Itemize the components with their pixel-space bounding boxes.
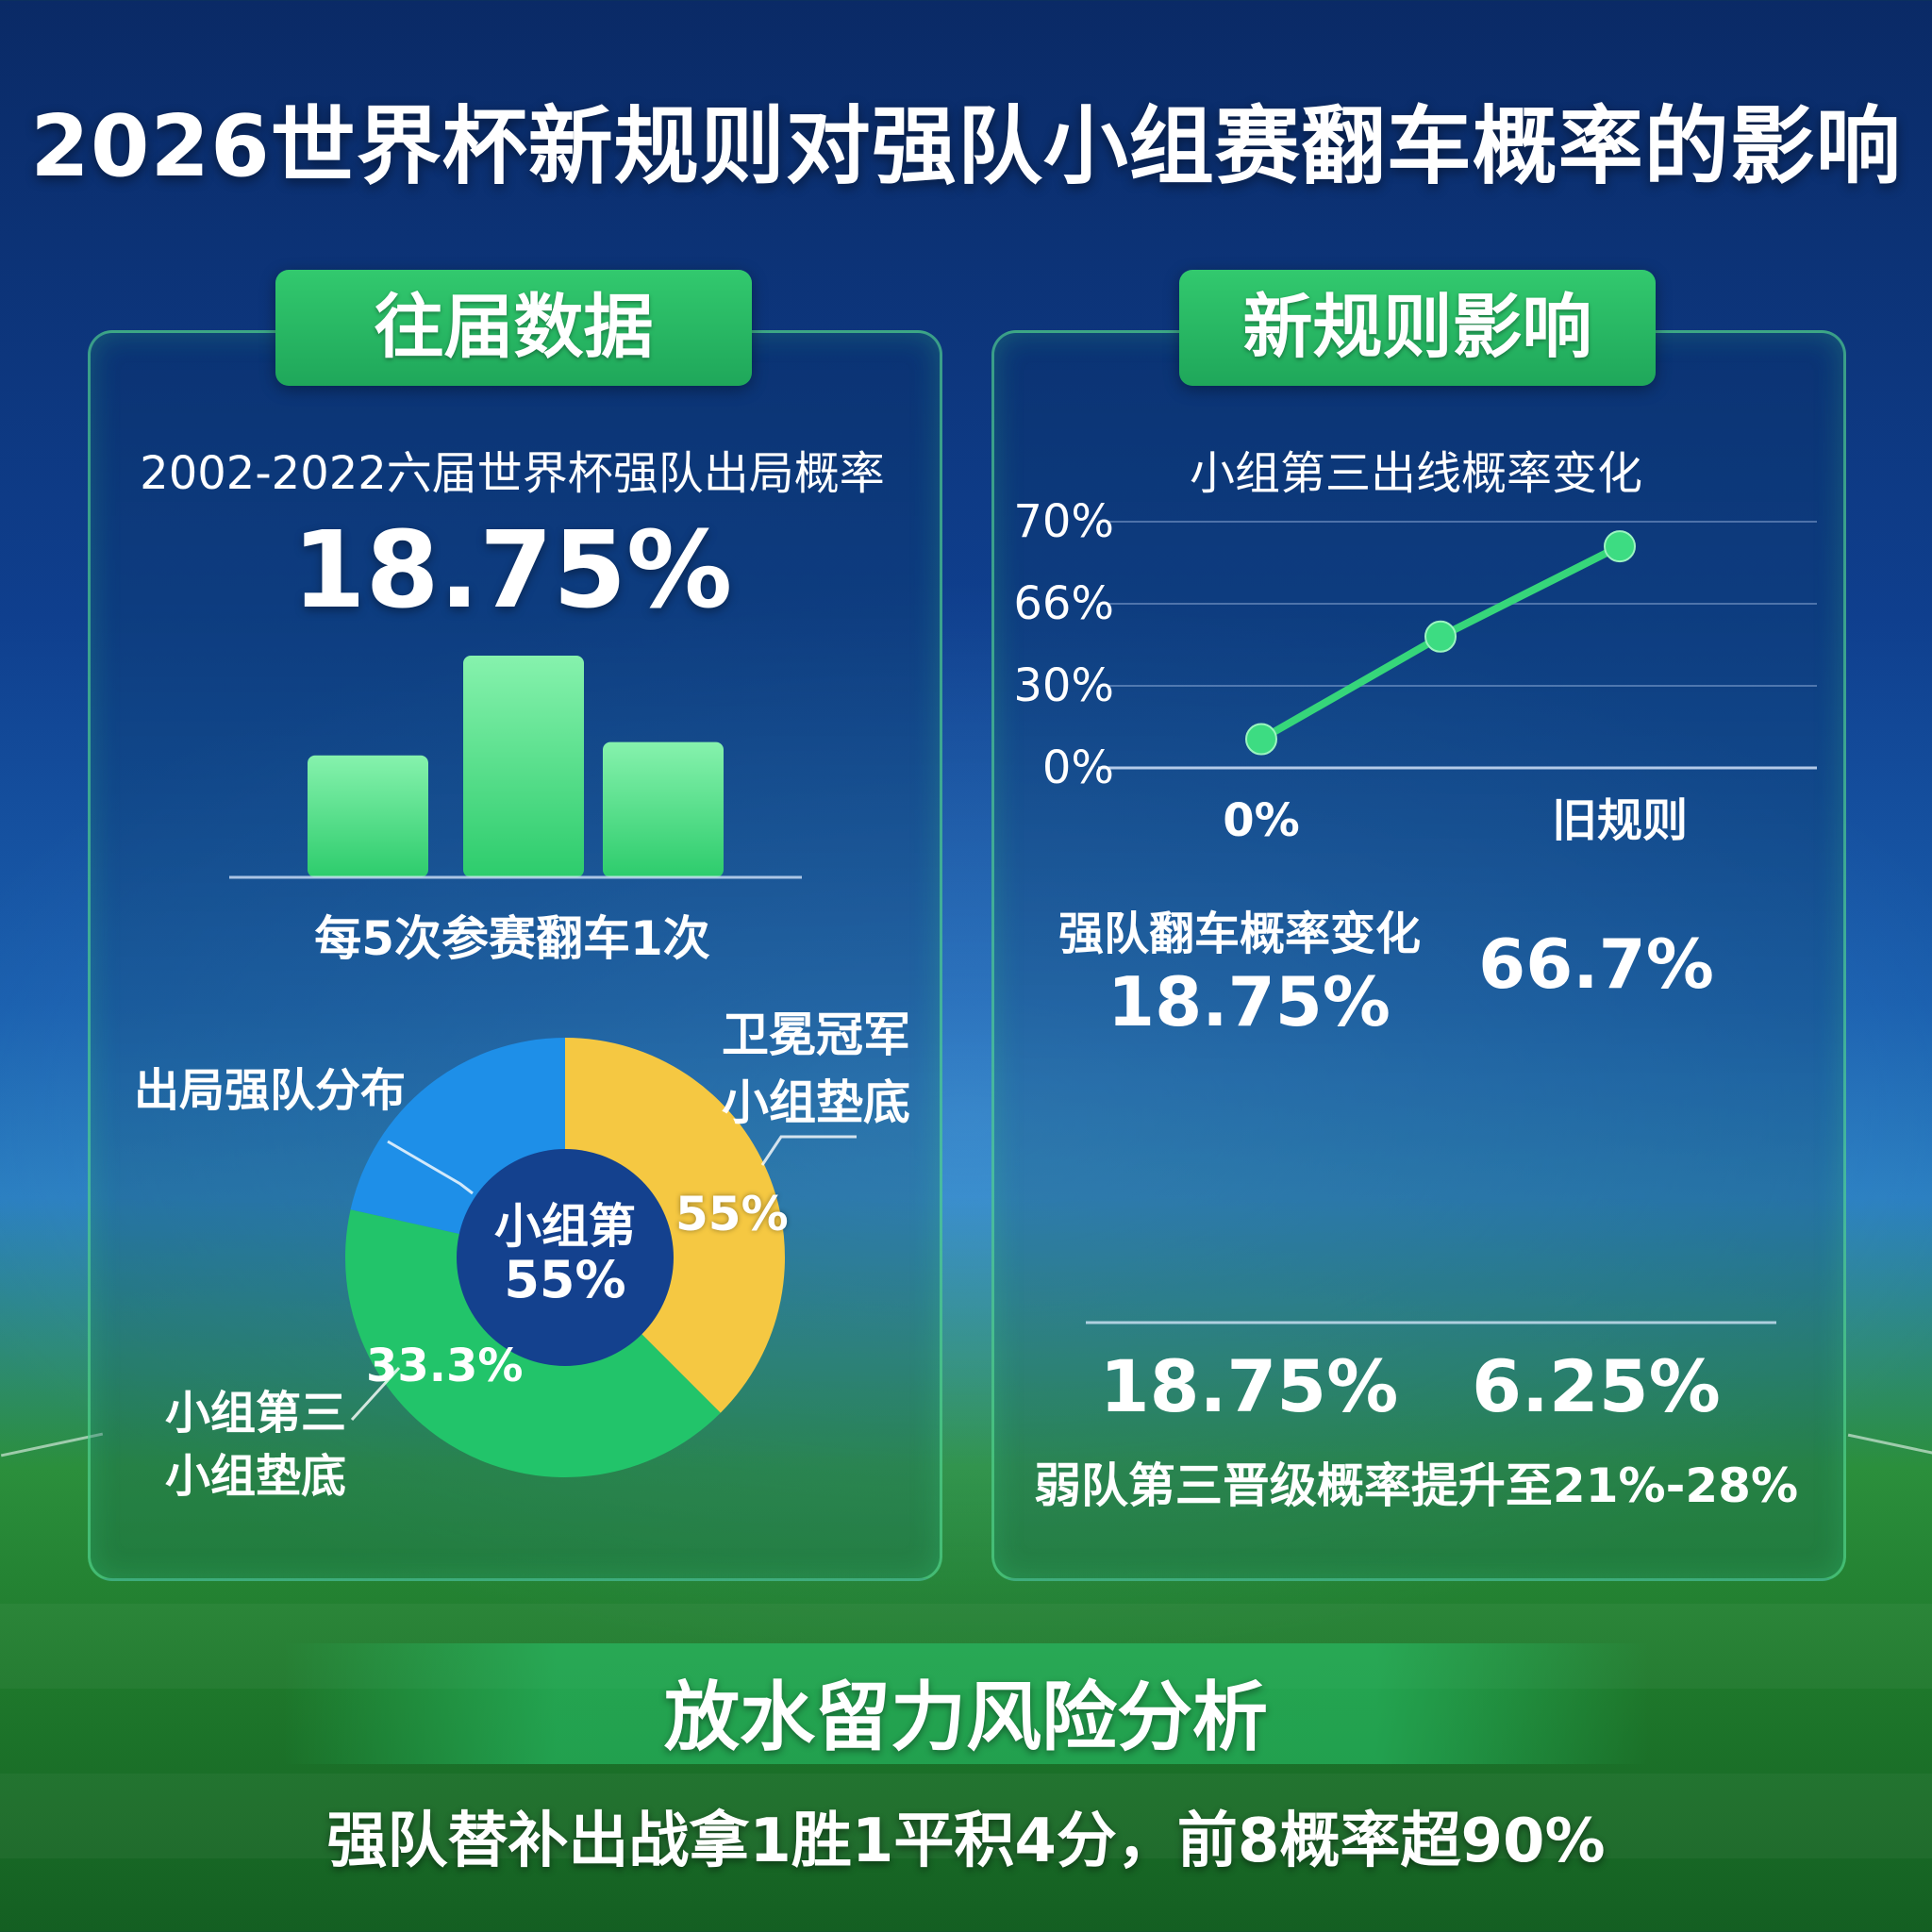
risk-heading-band (283, 1643, 1649, 1764)
line-x-tick: 旧规则 (1552, 794, 1688, 847)
line-y-tick: 30% (1013, 659, 1114, 712)
past-bar (463, 656, 584, 877)
label-champion-line1: 卫冕冠军 (722, 1008, 910, 1062)
line-y-tick: 0% (1042, 741, 1114, 794)
past-exit-rate-value: 18.75% (291, 509, 733, 632)
upset-bar (1510, 1063, 1678, 1323)
past-bar-chart (229, 656, 802, 879)
bar-bottom-label-1: 18.75% (1099, 1344, 1399, 1428)
label-third-pct: 33.3% (366, 1340, 524, 1392)
donut-center-label: 小组第 (494, 1199, 636, 1254)
donut-leader-line (350, 1366, 401, 1422)
label-third-line2: 小组垫底 (165, 1450, 347, 1503)
new-rule-tab: 新规则影响 (1179, 270, 1656, 386)
weak-team-footnote: 弱队第三晋级概率提升至21%-28% (1033, 1458, 1799, 1513)
bar-top-label-2: 66.7% (1478, 924, 1714, 1004)
donut-leader-line (760, 1135, 857, 1166)
bar-bottom-label-2: 6.25% (1472, 1344, 1721, 1428)
bar-change-title: 强队翻车概率变化 (1058, 908, 1422, 960)
line-y-tick: 66% (1013, 577, 1114, 630)
past-data-subtitle: 2002-2022六届世界杯强队出局概率 (140, 447, 885, 500)
line-y-tick: 70% (1013, 495, 1114, 548)
exit-distribution-donut (344, 1038, 857, 1477)
new-rule-panel (991, 330, 1846, 1581)
third-place-line-chart: 70% 66% 30% 0% 0% 旧规则 (1013, 495, 1817, 847)
donut-slice (565, 1038, 785, 1413)
bar-top-label-1: 18.75% (1108, 962, 1391, 1041)
line-point (1604, 530, 1636, 563)
label-champion-line2: 小组垫底 (722, 1075, 910, 1130)
donut-title: 出局强队分布 (134, 1064, 407, 1117)
donut-center-value: 55% (504, 1250, 626, 1309)
risk-heading: 放水留力风险分析 (664, 1674, 1268, 1761)
upset-bar-chart (1086, 1063, 1776, 1324)
past-bar-caption: 每5次参赛翻车1次 (314, 911, 710, 966)
pitch-stripe (0, 1774, 1932, 1858)
past-data-tab: 往届数据 (275, 270, 752, 386)
label-champion-pct: 55% (675, 1187, 789, 1241)
page-title: 2026世界杯新规则对强队小组赛翻车概率的影响 (30, 97, 1902, 196)
line-x-tick: 0% (1223, 794, 1300, 847)
line-point (1245, 723, 1277, 756)
line-point (1424, 620, 1457, 653)
label-third-line1: 小组第三 (165, 1387, 347, 1440)
past-bar (308, 755, 428, 877)
past-bar (603, 741, 724, 877)
pitch-line (1847, 1433, 1932, 1457)
donut-center-hole (457, 1149, 674, 1366)
donut-leader-line (387, 1140, 474, 1195)
risk-text: 强队替补出战拿1胜1平积4分，前8概率超90% (326, 1807, 1606, 1876)
line-chart-title: 小组第三出线概率变化 (1189, 447, 1642, 500)
upset-bar (1162, 1094, 1330, 1323)
